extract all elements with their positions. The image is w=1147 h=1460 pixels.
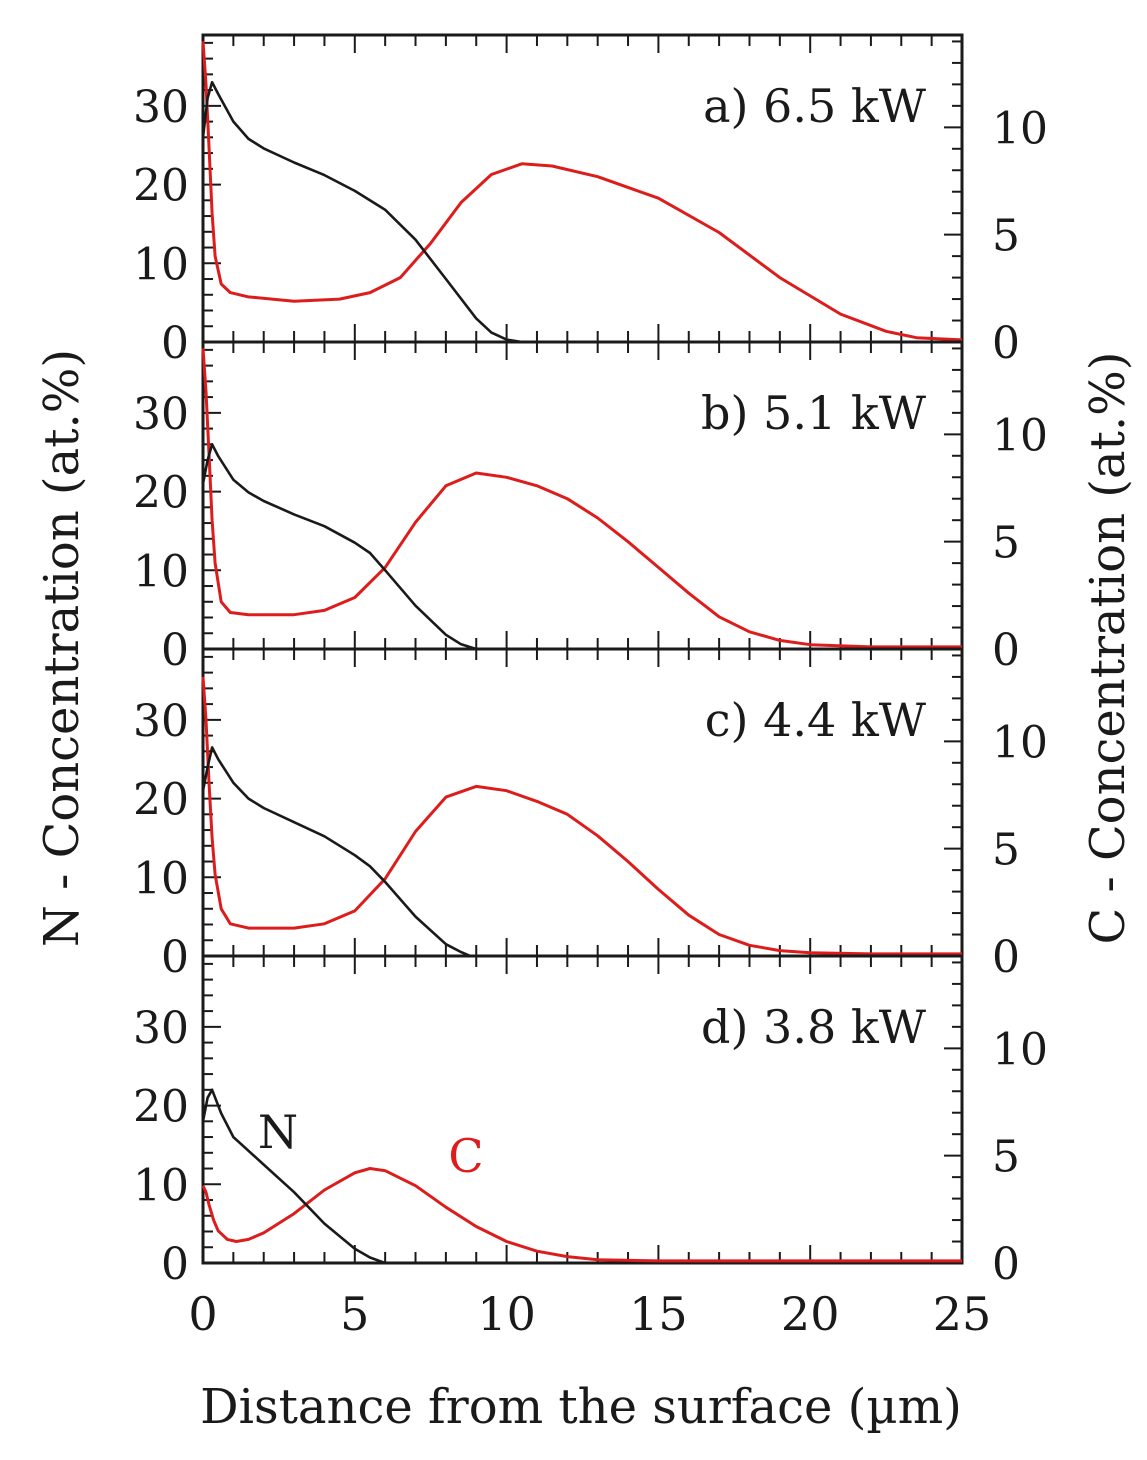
x-tick-label: 15	[629, 1287, 688, 1341]
y-tick-label-left: 10	[133, 546, 189, 597]
y-tick-label-right: 5	[992, 1132, 1020, 1183]
y-tick-label-left: 10	[133, 853, 189, 904]
y-tick-label-left: 20	[133, 1082, 189, 1133]
panel-label: a) 6.5 kW	[703, 79, 927, 133]
x-tick-label: 10	[477, 1287, 536, 1341]
x-tick-label: 5	[340, 1287, 369, 1341]
series-n-line	[201, 746, 471, 958]
series-c-line	[201, 676, 962, 956]
x-tick-label: 25	[933, 1287, 992, 1341]
y-tick-label-right: 10	[992, 1024, 1048, 1075]
panel-2: 0 10 20 30 0 5 10 c) 4.4 kW	[133, 647, 1048, 983]
y-axis-label-right: C - Concentration (at.%)	[1080, 352, 1136, 945]
series-c-line	[201, 41, 963, 342]
y-tick-label-right: 5	[992, 518, 1020, 569]
y-tick-label-left: 30	[133, 82, 189, 133]
y-tick-label-right: 10	[992, 103, 1048, 154]
y-axis-label-left: N - Concentration (at.%)	[34, 349, 90, 947]
series-n-line	[201, 1088, 386, 1265]
y-tick-label-right: 5	[992, 211, 1020, 262]
series-c-line	[201, 348, 962, 649]
y-tick-label-right: 10	[992, 717, 1048, 768]
series-n-annotation: N	[258, 1105, 298, 1159]
x-tick-label: 0	[188, 1287, 217, 1341]
y-tick-label-left: 0	[161, 625, 189, 676]
y-tick-label-left: 10	[133, 239, 189, 290]
y-tick-label-left: 20	[133, 775, 189, 826]
series-c-line	[201, 1167, 962, 1263]
y-tick-label-left: 10	[133, 1160, 189, 1211]
y-tick-label-right: 0	[992, 1239, 1020, 1290]
y-tick-label-right: 0	[992, 625, 1020, 676]
y-tick-label-right: 0	[992, 932, 1020, 983]
y-tick-label-left: 20	[133, 161, 189, 212]
x-tick-label: 20	[781, 1287, 840, 1341]
y-tick-label-left: 0	[161, 932, 189, 983]
x-axis-label: Distance from the surface (µm)	[200, 1379, 962, 1435]
y-tick-label-left: 0	[161, 1239, 189, 1290]
y-tick-label-left: 30	[133, 389, 189, 440]
y-tick-label-left: 20	[133, 468, 189, 519]
panel-frame	[201, 954, 964, 1265]
series-n-line	[201, 443, 477, 651]
panel-3: 0 10 20 30 0 5 10 d) 3.8 kW	[133, 954, 1048, 1290]
panels-layer: 0 10 20 30 0 5 10 a) 6.5 kW 0 10 20 30 0 5 10 b) 5.1 kW…	[133, 33, 1048, 1341]
panel-label: d) 3.8 kW	[701, 1000, 927, 1054]
panel-1: 0 10 20 30 0 5 10 b) 5.1 kW	[133, 340, 1048, 676]
panel-label: b) 5.1 kW	[701, 386, 927, 440]
panel-label: c) 4.4 kW	[705, 693, 927, 747]
y-tick-label-left: 30	[133, 1003, 189, 1054]
y-tick-label-left: 30	[133, 696, 189, 747]
series-n-line	[201, 80, 523, 344]
y-tick-label-right: 5	[992, 825, 1020, 876]
series-c-annotation: C	[448, 1129, 483, 1183]
y-tick-label-right: 10	[992, 410, 1048, 461]
panel-0: 0 10 20 30 0 5 10 a) 6.5 kW	[133, 33, 1048, 369]
y-tick-label-right: 0	[992, 318, 1020, 369]
y-tick-label-left: 0	[161, 318, 189, 369]
